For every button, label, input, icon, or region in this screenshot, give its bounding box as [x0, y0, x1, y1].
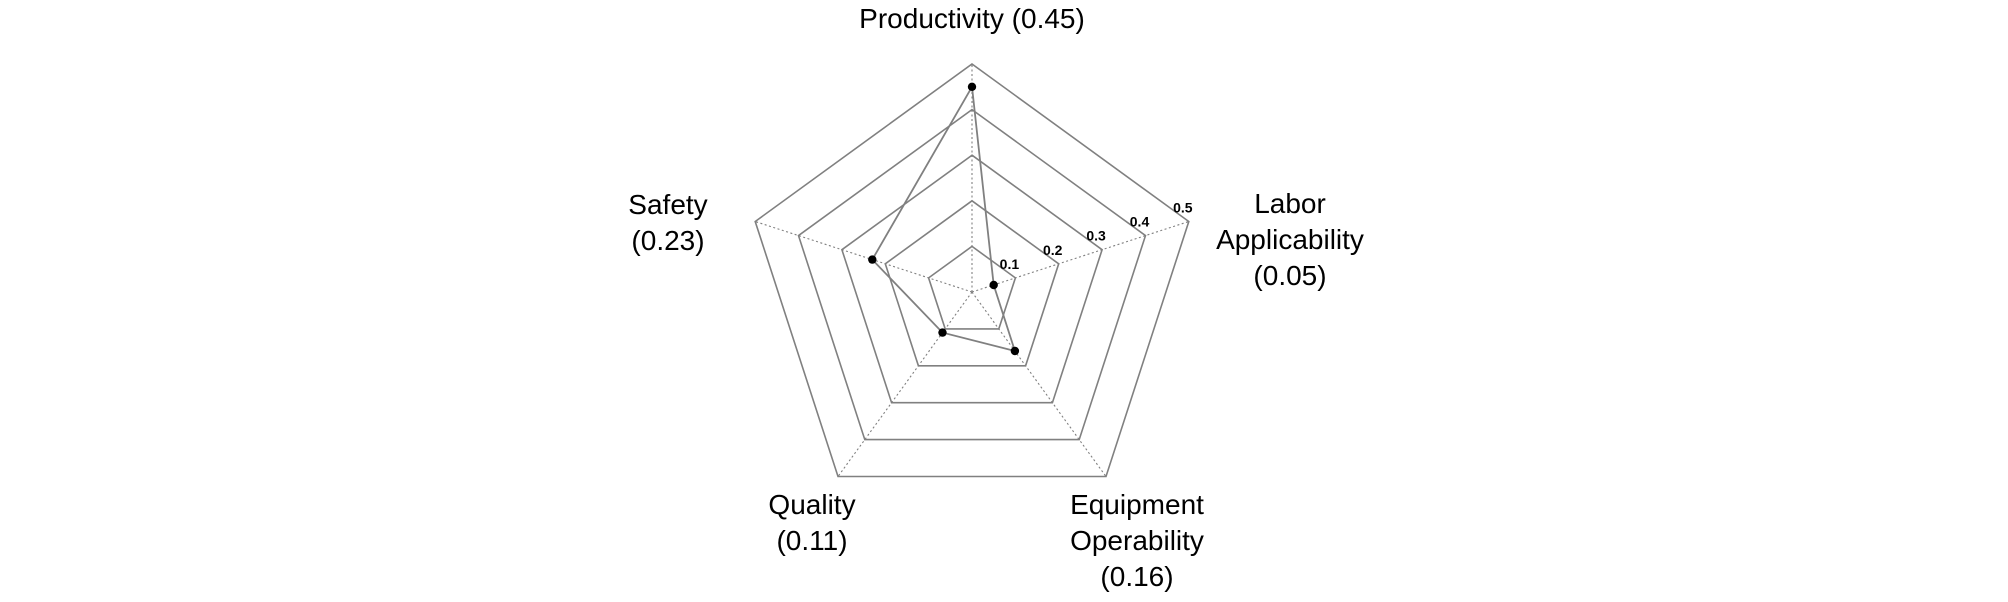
tick-label: 0.1	[1000, 256, 1020, 272]
axis-label: Labor Applicability (0.05)	[1216, 188, 1364, 291]
spoke-3	[837, 291, 973, 477]
axis-label-line: Quality	[768, 489, 855, 520]
grid-ring-2	[884, 199, 1060, 367]
axis-label-line: Applicability	[1216, 224, 1364, 255]
axis-label: Productivity (0.45)	[859, 3, 1085, 34]
axis-label-line: Productivity (0.45)	[859, 3, 1085, 34]
spoke-1	[971, 220, 1189, 293]
axis-label-line: Operability	[1070, 525, 1204, 556]
grid-ring-1	[927, 245, 1017, 330]
tick-label: 0.2	[1043, 242, 1063, 258]
series-line-0	[871, 83, 1017, 353]
radar-grid	[754, 63, 1190, 478]
spoke-2	[971, 291, 1107, 477]
data-point-1	[989, 280, 998, 290]
axis-label-line: Labor	[1254, 188, 1326, 219]
radar-series	[868, 82, 1020, 356]
tick-label: 0.5	[1173, 200, 1193, 216]
axis-label-line: (0.16)	[1100, 561, 1173, 592]
grid-ring-5	[754, 63, 1190, 478]
axis-label: Safety (0.23)	[628, 189, 707, 256]
axis-label: Equipment Operability (0.16)	[1070, 489, 1204, 592]
tick-label: 0.4	[1130, 214, 1150, 230]
data-point-3	[938, 328, 947, 337]
grid-ring-4	[797, 108, 1147, 441]
data-point-2	[1010, 346, 1020, 356]
axis-label-line: (0.11)	[776, 525, 847, 556]
spoke-4	[755, 220, 973, 293]
radar-spokes	[755, 64, 1189, 477]
axis-label-line: (0.23)	[631, 225, 704, 256]
grid-ring-3	[840, 154, 1104, 404]
radar-tick-labels: 0.1 0.2 0.3 0.4 0.5	[1000, 200, 1193, 272]
radar-axis-labels: Productivity (0.45) Labor Applicability (0.…	[628, 3, 1364, 592]
axis-label-line: Safety	[628, 189, 707, 220]
axis-label: Quality (0.11)	[768, 489, 855, 556]
data-point-0	[967, 82, 977, 92]
axis-label-line: Equipment	[1070, 489, 1204, 520]
tick-label: 0.3	[1086, 228, 1106, 244]
axis-label-line: (0.05)	[1253, 260, 1326, 291]
data-point-4	[868, 255, 877, 264]
